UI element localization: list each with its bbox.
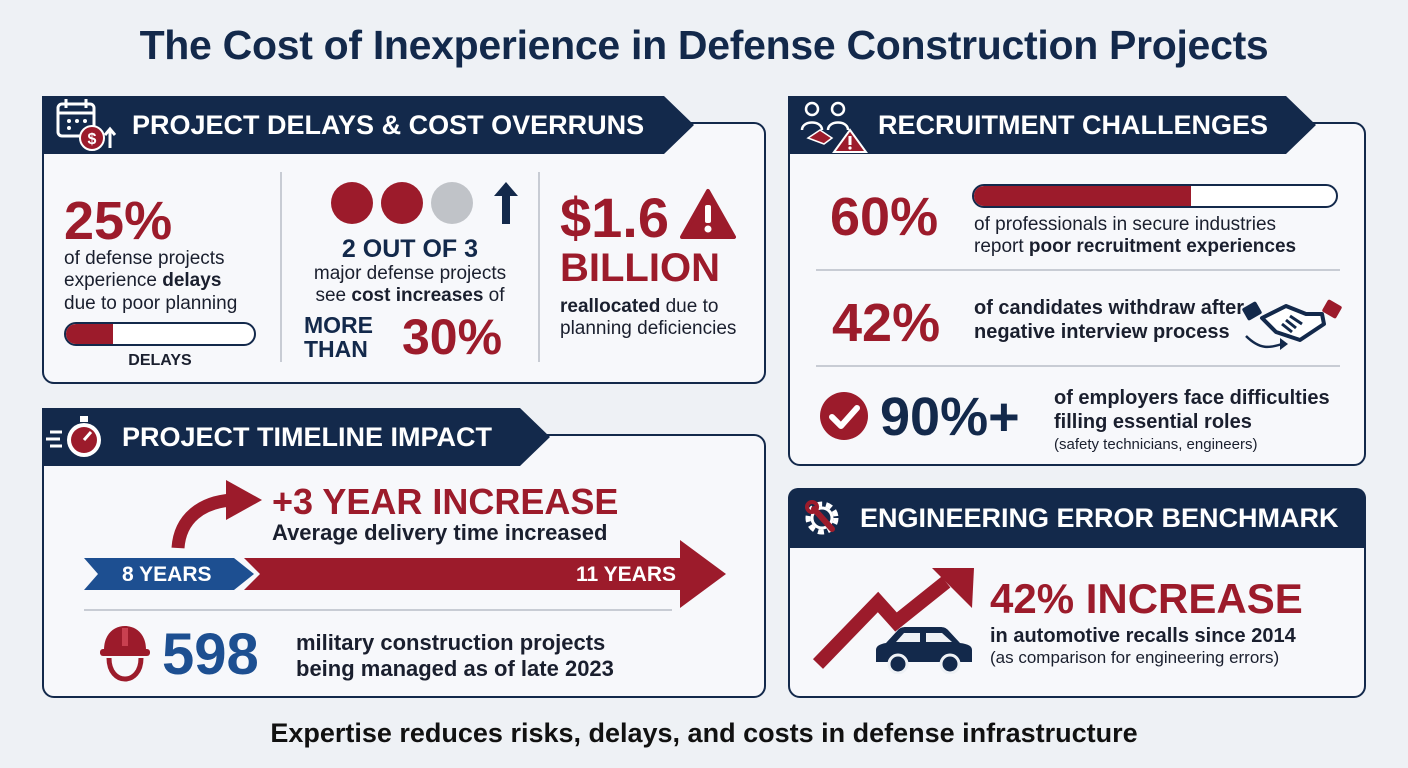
- recruitment-progress-bar: [972, 184, 1338, 208]
- more-word: MORE: [304, 312, 373, 338]
- delays-panel-title: PROJECT DELAYS & COST OVERRUNS: [132, 109, 645, 140]
- projects-desc-line1: military construction projects: [296, 630, 606, 655]
- delays-progress-fill: [66, 324, 113, 344]
- up-arrow-icon: [494, 182, 518, 224]
- delays-divider-1: [280, 172, 282, 362]
- employers-percent: 90%+: [880, 387, 1020, 447]
- recruitment-panel-title: RECRUITMENT CHALLENGES: [878, 109, 1268, 140]
- filled-project-dot: [331, 182, 373, 224]
- car-icon: [872, 624, 976, 679]
- before-years: 8 YEARS: [122, 563, 212, 586]
- recruitment-description: of professionals in secure industries re…: [974, 214, 1354, 259]
- trend-up-arrow: [812, 566, 978, 675]
- billion-desc-line1: reallocated due to: [560, 296, 719, 317]
- recalls-desc-line2: (as comparison for engineering errors): [990, 648, 1280, 667]
- delays-panel-header: $ PROJECT DELAYS & COST OVERRUNS: [42, 96, 694, 154]
- engineering-panel-header: ENGINEERING ERROR BENCHMARK: [788, 488, 1366, 548]
- handshake-warning-icon: [788, 96, 870, 154]
- warning-icon: [680, 188, 736, 245]
- delays-description: of defense projects experience delays du…: [64, 248, 274, 315]
- cost-increase-percent: 30%: [402, 309, 503, 365]
- billion-value: $1.6: [560, 186, 669, 249]
- timeline-panel-title: PROJECT TIMELINE IMPACT: [122, 421, 493, 452]
- more-than-label: MORE THAN: [304, 313, 373, 361]
- timeline-divider: [84, 609, 672, 611]
- delays-desc-line2: experience delays: [64, 270, 222, 292]
- recalls-increase: 42% INCREASE: [990, 575, 1303, 622]
- withdraw-desc-line1: of candidates withdraw after: [974, 297, 1245, 319]
- empty-project-dot: [431, 182, 473, 224]
- filled-project-dot: [381, 182, 423, 224]
- cost-desc-line2: see cost increases of: [315, 285, 505, 307]
- employers-desc-line2: filling essential roles: [1054, 411, 1252, 433]
- stopwatch-icon: [42, 408, 116, 466]
- withdraw-percent: 42%: [832, 293, 941, 353]
- footer-tagline: Expertise reduces risks, delays, and cos…: [270, 718, 1138, 748]
- delays-desc-line1: of defense projects: [64, 248, 225, 269]
- recruitment-divider-1: [816, 269, 1340, 271]
- cost-increase-description: major defense projects see cost increase…: [286, 263, 534, 308]
- recruitment-panel-header: RECRUITMENT CHALLENGES: [788, 96, 1316, 154]
- after-years: 11 YEARS: [576, 563, 677, 586]
- timeline-panel-header: PROJECT TIMELINE IMPACT: [42, 408, 550, 466]
- checkmark-icon: [818, 390, 870, 447]
- delays-progress-bar: [64, 322, 256, 346]
- recruitment-divider-2: [816, 365, 1340, 367]
- engineering-panel-title: ENGINEERING ERROR BENCHMARK: [860, 502, 1339, 533]
- delays-bar-label: DELAYS: [128, 352, 192, 369]
- than-word: THAN: [304, 336, 368, 363]
- recruitment-progress-fill: [974, 186, 1192, 206]
- year-increase-subtitle: Average delivery time increased: [272, 520, 608, 545]
- projects-count: 598: [162, 622, 259, 687]
- recruitment-percent: 60%: [830, 187, 939, 247]
- projects-desc-line2: being managed as of late 2023: [296, 655, 614, 681]
- gear-wrench-icon: [788, 489, 852, 547]
- hard-hat-icon: [98, 624, 152, 687]
- project-dots-graphic: [331, 182, 518, 224]
- handshake-icon: [1240, 290, 1344, 361]
- recruitment-desc-line2: report poor recruitment experiences: [974, 236, 1297, 258]
- withdraw-description: of candidates withdraw after negative in…: [974, 296, 1244, 344]
- svg-text:$: $: [88, 131, 97, 148]
- employers-description: of employers face difficulties filling e…: [1054, 386, 1330, 454]
- recruitment-desc-line1: of professionals in secure industries: [974, 214, 1277, 235]
- project-dots: [330, 180, 520, 226]
- delays-percent: 25%: [64, 191, 173, 251]
- calendar-dollar-icon: $: [42, 96, 122, 154]
- page-title: The Cost of Inexperience in Defense Cons…: [139, 22, 1269, 68]
- billion-unit: BILLION: [560, 246, 720, 290]
- withdraw-desc-line2: negative interview process: [974, 321, 1230, 343]
- billion-desc-line2: planning deficiencies: [560, 318, 737, 340]
- employers-desc-line3: (safety technicians, engineers): [1054, 436, 1258, 453]
- projects-description: military construction projects being man…: [296, 630, 614, 682]
- employers-desc-line1: of employers face difficulties: [1054, 387, 1330, 409]
- cost-desc-line1: major defense projects: [313, 263, 507, 284]
- delays-desc-line3: due to poor planning: [64, 292, 238, 314]
- increase-curved-arrow: [168, 476, 266, 557]
- year-increase-headline: +3 YEAR INCREASE: [272, 481, 619, 522]
- timeline-arrow: [84, 540, 730, 613]
- recalls-description: in automotive recalls since 2014 (as com…: [990, 624, 1296, 668]
- recalls-desc-line1: in automotive recalls since 2014: [990, 625, 1296, 647]
- two-of-three-headline: 2 OUT OF 3: [341, 235, 479, 263]
- delays-divider-2: [538, 172, 540, 362]
- billion-description: reallocated due to planning deficiencies: [560, 296, 760, 341]
